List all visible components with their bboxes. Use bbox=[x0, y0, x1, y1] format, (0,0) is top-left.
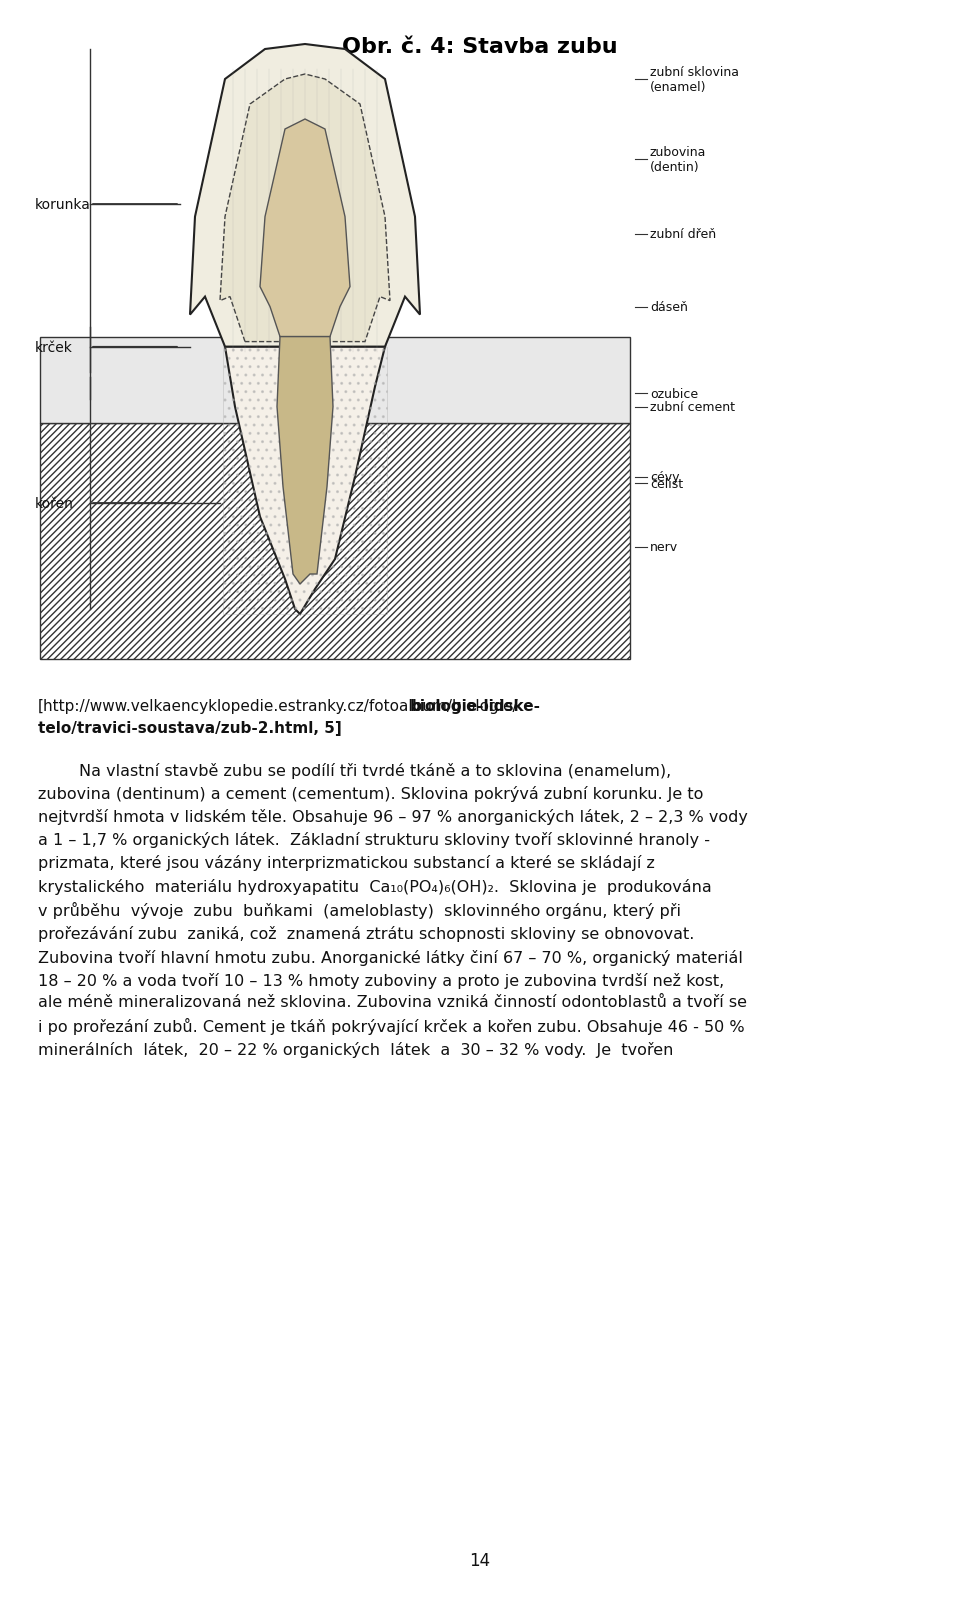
Text: zubní dřeň: zubní dřeň bbox=[650, 228, 716, 241]
Text: zubní cement: zubní cement bbox=[650, 401, 735, 414]
Text: zubní sklovina
(enamel): zubní sklovina (enamel) bbox=[650, 66, 739, 95]
Polygon shape bbox=[277, 337, 333, 584]
Text: kořen: kořen bbox=[35, 496, 74, 510]
Text: dáseň: dáseň bbox=[650, 300, 688, 315]
Bar bbox=[30, 40, 640, 660]
Text: Na vlastní stavbě zubu se podílí tři tvrdé tkáně a to sklovina (enamelum),
zubov: Na vlastní stavbě zubu se podílí tři tvr… bbox=[38, 762, 748, 1058]
Text: 14: 14 bbox=[469, 1550, 491, 1570]
Text: biologie-lidske-: biologie-lidske- bbox=[410, 698, 541, 713]
Text: korunka: korunka bbox=[35, 197, 91, 212]
Text: telo/travici-soustava/zub-2.html, 5]: telo/travici-soustava/zub-2.html, 5] bbox=[38, 721, 342, 735]
Text: nerv: nerv bbox=[650, 541, 678, 554]
Bar bbox=[40, 337, 630, 424]
Text: zubovina
(dentin): zubovina (dentin) bbox=[650, 146, 707, 173]
Text: [http://www.velkaencyklopedie.estranky.cz/fotoalbum/biologie/: [http://www.velkaencyklopedie.estranky.c… bbox=[38, 698, 518, 713]
Bar bbox=[40, 424, 630, 660]
Bar bbox=[223, 347, 387, 615]
Text: Obr. č. 4: Stavba zubu: Obr. č. 4: Stavba zubu bbox=[342, 37, 618, 56]
Polygon shape bbox=[260, 120, 350, 337]
Text: ozubice: ozubice bbox=[650, 388, 698, 401]
Text: krček: krček bbox=[35, 340, 73, 355]
Text: čelist: čelist bbox=[650, 478, 684, 491]
Polygon shape bbox=[190, 45, 420, 347]
Text: cévy: cévy bbox=[650, 470, 680, 483]
Polygon shape bbox=[220, 75, 390, 342]
Polygon shape bbox=[225, 347, 385, 615]
